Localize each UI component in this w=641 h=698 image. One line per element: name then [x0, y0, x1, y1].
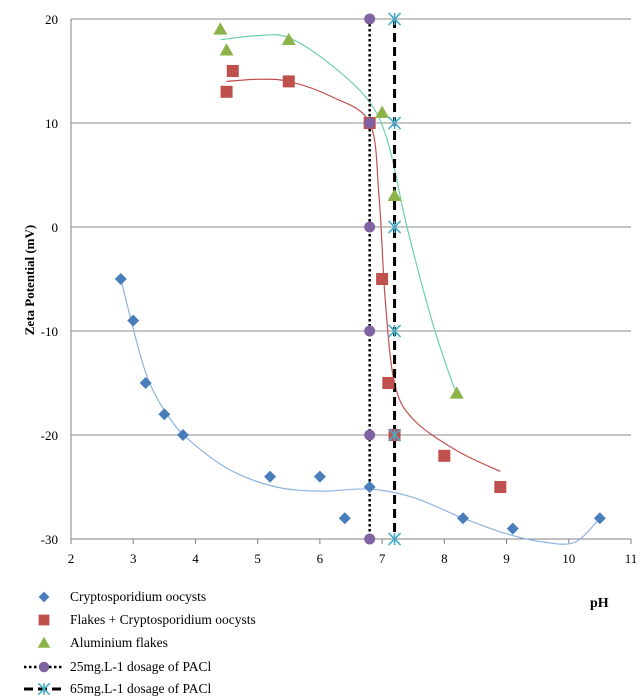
- legend-item: Flakes + Cryptosporidium oocysts: [22, 611, 256, 629]
- data-point-square: [382, 377, 395, 389]
- data-point-diamond: [457, 512, 469, 525]
- data-point-star: [387, 324, 402, 338]
- data-point-triangle: [375, 105, 390, 118]
- legend-marker-circle: [38, 661, 50, 673]
- data-point-square: [226, 65, 239, 77]
- legend-label: Cryptosporidium oocysts: [70, 589, 207, 604]
- data-point-diamond: [177, 429, 189, 441]
- data-point-triangle: [219, 43, 234, 56]
- data-point-diamond: [313, 470, 326, 483]
- data-point-diamond: [264, 470, 277, 483]
- legend-item: 65mg.L-1 dosage of PACl: [22, 680, 211, 698]
- data-markers: [114, 12, 606, 546]
- data-point-diamond: [114, 273, 127, 285]
- x-axis-title: pH: [590, 596, 609, 611]
- y-tick-label: 20: [45, 12, 58, 27]
- y-tick-label: -30: [41, 532, 58, 547]
- dosage-lines: [368, 19, 397, 539]
- trend-line-series-2: [220, 34, 458, 394]
- y-axis-title: Zeta Potential (mV): [22, 225, 37, 335]
- legend-item: 25mg.L-1 dosage of PACl: [22, 658, 211, 676]
- x-tick-label: 7: [379, 551, 386, 566]
- data-point-circle: [364, 325, 376, 337]
- data-point-star: [387, 116, 402, 130]
- legend-label: 65mg.L-1 dosage of PACl: [70, 681, 212, 696]
- legend-marker-diamond: [38, 591, 50, 603]
- y-tick-label: -10: [41, 324, 58, 339]
- data-point-circle: [364, 13, 376, 25]
- x-tick-label: 5: [254, 551, 261, 566]
- data-point-square: [220, 85, 233, 98]
- data-point-star: [387, 532, 402, 546]
- data-point-diamond: [127, 314, 140, 327]
- legend-label: 25mg.L-1 dosage of PACl: [70, 659, 212, 674]
- data-point-triangle: [449, 386, 464, 399]
- data-point-star: [387, 220, 402, 234]
- data-point-diamond: [139, 377, 152, 389]
- data-point-diamond: [338, 512, 351, 525]
- data-point-circle: [364, 221, 376, 233]
- data-point-circle: [364, 429, 376, 441]
- x-tick-label: 9: [503, 551, 510, 566]
- legend-label: Flakes + Cryptosporidium oocysts: [70, 612, 256, 627]
- legend-item: Aluminium flakes: [22, 634, 168, 652]
- legend-swatch: [38, 591, 50, 603]
- legend-swatch: [24, 682, 64, 696]
- data-point-square: [282, 75, 295, 88]
- legend-marker-triangle: [37, 636, 51, 648]
- data-point-square: [494, 481, 507, 493]
- data-point-star: [387, 12, 402, 26]
- trend-lines: [120, 34, 601, 545]
- legend-swatch: [24, 661, 64, 673]
- y-tick-label: -20: [41, 428, 58, 443]
- x-tick-label: 8: [441, 551, 448, 566]
- data-point-diamond: [593, 512, 606, 525]
- legend-marker-square: [38, 614, 50, 626]
- data-point-triangle: [213, 22, 228, 35]
- x-tick-label: 10: [562, 551, 575, 566]
- legend-swatch: [38, 614, 50, 626]
- x-tick-label: 3: [130, 551, 137, 566]
- data-point-diamond: [363, 481, 376, 493]
- data-point-diamond: [506, 522, 519, 535]
- legend-swatch: [37, 636, 51, 648]
- x-tick-label: 6: [317, 551, 324, 566]
- x-tick-label: 11: [625, 551, 638, 566]
- tick-labels: -30 -20 -10 0 10 20 2 3 4 5 6 7 8 9 10 11: [41, 12, 638, 566]
- trend-line-series-0: [120, 278, 601, 545]
- data-point-triangle: [387, 188, 402, 202]
- data-point-star: [387, 428, 402, 442]
- data-point-square: [438, 449, 451, 462]
- gridlines: [70, 18, 632, 544]
- y-tick-label: 0: [52, 220, 59, 235]
- x-tick-label: 2: [68, 551, 75, 566]
- data-point-square: [376, 273, 389, 285]
- data-point-diamond: [158, 408, 171, 421]
- data-point-circle: [364, 533, 376, 545]
- legend-item: Cryptosporidium oocysts: [22, 588, 206, 606]
- trend-line-series-1: [226, 78, 501, 472]
- legend-marker-star: [37, 682, 51, 696]
- y-tick-label: 10: [45, 116, 58, 131]
- x-tick-label: 4: [192, 551, 199, 566]
- zeta-potential-chart: -30 -20 -10 0 10 20 2 3 4 5 6 7 8 9 10 11 Zeta Potentia…: [22, 12, 638, 566]
- legend-label: Aluminium flakes: [70, 635, 168, 650]
- data-point-triangle: [281, 32, 296, 46]
- data-point-circle: [364, 117, 376, 129]
